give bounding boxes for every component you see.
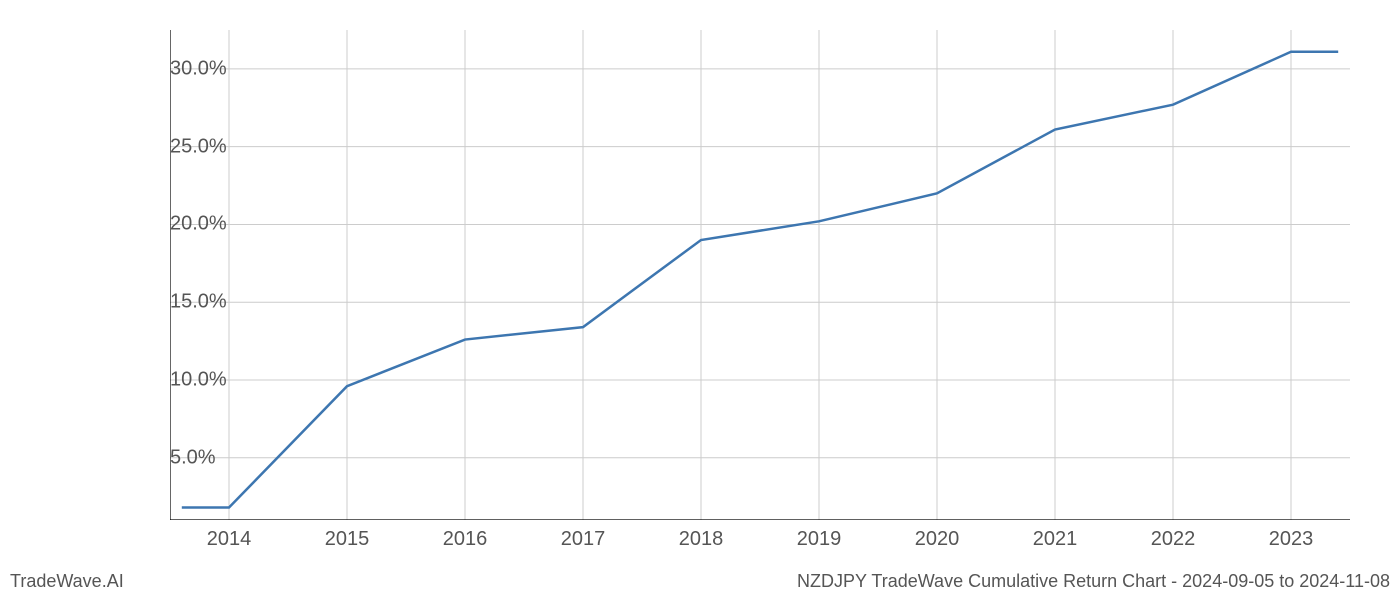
x-tick-label: 2019 [797, 528, 842, 551]
x-tick-label: 2018 [679, 528, 724, 551]
footer-brand: TradeWave.AI [10, 571, 124, 592]
x-tick-label: 2015 [325, 528, 370, 551]
chart-area: 5.0%10.0%15.0%20.0%25.0%30.0% 2014201520… [170, 30, 1350, 520]
x-tick-label: 2020 [915, 528, 960, 551]
x-tick-label: 2017 [561, 528, 606, 551]
chart-svg [170, 30, 1350, 520]
x-tick-label: 2014 [207, 528, 252, 551]
x-tick-label: 2023 [1269, 528, 1314, 551]
tick-marks [170, 69, 1291, 520]
x-tick-label: 2016 [443, 528, 488, 551]
x-tick-label: 2022 [1151, 528, 1196, 551]
footer-caption: NZDJPY TradeWave Cumulative Return Chart… [797, 571, 1390, 592]
data-line [182, 52, 1338, 508]
x-tick-label: 2021 [1033, 528, 1078, 551]
